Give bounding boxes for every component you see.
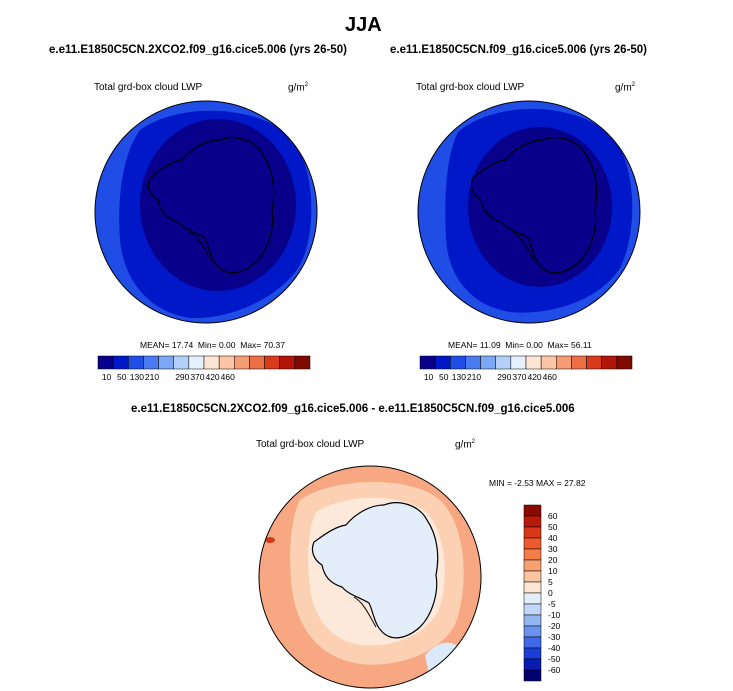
- panel3-colorbar-swatch: [523, 581, 542, 594]
- panel1-colorbar-tick-label: 370: [190, 372, 204, 382]
- panel3-colorbar-tick-label: 5: [548, 577, 553, 587]
- panel3-colorbar-tick-label: -5: [548, 599, 556, 609]
- panel2-colorbar-tick-label: 460: [543, 372, 557, 382]
- panel3-colorbar-swatch: [523, 669, 542, 682]
- panel3-colorbar-tick-label: -10: [548, 610, 561, 620]
- panel3-colorbar-swatch: [523, 658, 542, 671]
- panel3-colorbar-tick-label: -40: [548, 643, 561, 653]
- panel2-colorbar-tick-label: 50: [439, 372, 449, 382]
- panel3-colorbar-swatch: [523, 559, 542, 572]
- panel3-stats: MIN = -2.53 MAX = 27.82: [489, 478, 586, 488]
- panel2-inner-region: [468, 127, 612, 287]
- panel3-colorbar-tick-label: -30: [548, 632, 561, 642]
- panel2-case-title: e.e11.E1850C5CN.f09_g16.cice5.006 (yrs 2…: [390, 44, 648, 56]
- panel2-colorbar-tick-label: 10: [424, 372, 434, 382]
- panel3-colorbar-swatch: [523, 603, 542, 616]
- panel1-colorbar: 10 50 130 210 290 370 420 460: [97, 355, 311, 382]
- panel3-colorbar-swatch: [523, 636, 542, 649]
- panel1-colorbar-tick-label: 460: [221, 372, 235, 382]
- panel2-antarctica-coastline: [470, 137, 598, 274]
- panel1-units-label: g/m2: [288, 82, 309, 94]
- panel2-colorbar-tick-label: 370: [512, 372, 526, 382]
- panel3-colorbar-tick-label: 30: [548, 544, 558, 554]
- panel3-units-label: g/m2: [455, 439, 476, 451]
- panel1-stats: MEAN= 17.74 Min= 0.00 Max= 70.37: [140, 340, 285, 350]
- panel3-colorbar-swatch: [523, 614, 542, 627]
- panel3-antarctica-coastline: [311, 502, 439, 639]
- panel3-colorbar-swatch: [523, 526, 542, 539]
- panel3-colorbar-tick-label: 20: [548, 555, 558, 565]
- panel3-colorbar-swatch: [523, 548, 542, 561]
- panel1-colorbar-tick-label: 420: [205, 372, 219, 382]
- panel3-colorbar-swatch: [523, 515, 542, 528]
- panel3-colorbar-tick-label: 50: [548, 522, 558, 532]
- panel3-colorbar-swatch: [523, 647, 542, 660]
- panel2-colorbar-tick-label: 210: [467, 372, 481, 382]
- panel1-colorbar-tick-label: 10: [102, 372, 112, 382]
- panel1-colorbar-tick-label: 290: [175, 372, 189, 382]
- panel3-colorbar-swatch: [523, 504, 542, 517]
- panel2-colorbar-swatch: [616, 355, 633, 370]
- panel2-colorbar-tick-label: 420: [527, 372, 541, 382]
- panel3-colorbar-swatch: [523, 570, 542, 583]
- panel2-colorbar-tick-label: 290: [497, 372, 511, 382]
- panel3-colorbar-tick-label: 10: [548, 566, 558, 576]
- panel1-colorbar-swatch: [294, 355, 311, 370]
- panel1-colorbar-tick-label: 130: [130, 372, 144, 382]
- panel3-colorbar-tick-label: -20: [548, 621, 561, 631]
- panel3-colorbar-tick-label: 60: [548, 511, 558, 521]
- panel3-colorbar-swatch: [523, 625, 542, 638]
- figure-title: JJA: [345, 14, 382, 36]
- panel1-inner-region: [140, 119, 296, 291]
- panel1-colorbar-tick-label: 210: [145, 372, 159, 382]
- panel2-colorbar: 10 50 130 210 290 370 420 460: [419, 355, 633, 382]
- panel2-colorbar-tick-label: 130: [452, 372, 466, 382]
- panel1-antarctica-coastline: [147, 137, 275, 274]
- panel3-colorbar-tick-label: -60: [548, 665, 561, 675]
- panel3-colorbar-tick-label: -50: [548, 654, 561, 664]
- panel3-variable-label: Total grd-box cloud LWP: [256, 439, 365, 450]
- panel2-stats: MEAN= 11.09 Min= 0.00 Max= 56.11: [448, 340, 592, 350]
- panel3-colorbar-swatch: [523, 537, 542, 550]
- panel3-colorbar-tick-label: 40: [548, 533, 558, 543]
- difference-case-title: e.e11.E1850C5CN.2XCO2.f09_g16.cice5.006 …: [131, 403, 575, 415]
- panel3-colorbar-tick-label: 0: [548, 588, 553, 598]
- panel1-case-title: e.e11.E1850C5CN.2XCO2.f09_g16.cice5.006 …: [49, 44, 347, 56]
- panel1-variable-label: Total grd-box cloud LWP: [94, 82, 203, 93]
- panel2-variable-label: Total grd-box cloud LWP: [416, 82, 525, 93]
- panel1-colorbar-tick-label: 50: [117, 372, 127, 382]
- panel3-colorbar-swatch: [523, 592, 542, 605]
- panel2-units-label: g/m2: [615, 82, 636, 94]
